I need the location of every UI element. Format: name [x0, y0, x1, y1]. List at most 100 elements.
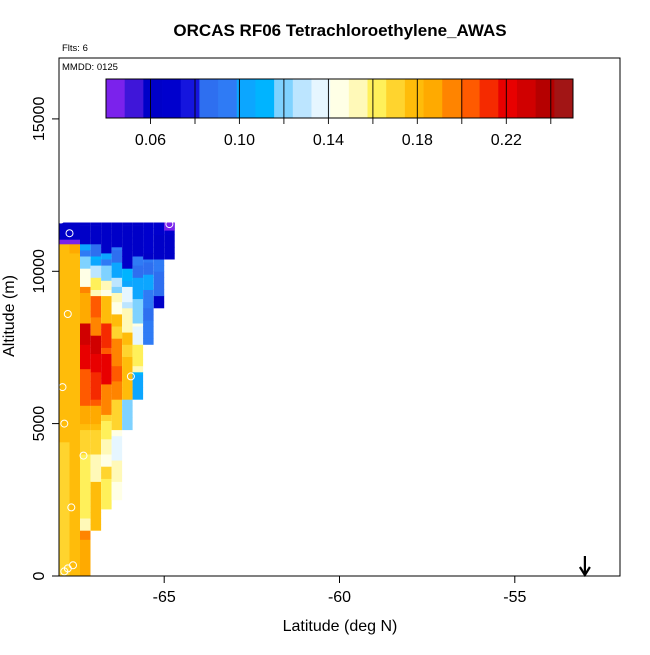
heatmap-cell [80, 250, 91, 257]
colorbar-swatch [554, 79, 574, 118]
heatmap-cell [59, 368, 70, 376]
heatmap-cell [111, 280, 123, 287]
heatmap-cell [59, 484, 70, 492]
heatmap-cell [122, 289, 133, 297]
heatmap-cell [90, 353, 102, 361]
heatmap-cell [111, 228, 123, 236]
heatmap-cell [90, 271, 102, 278]
sample-point [79, 451, 88, 460]
heatmap-cell [132, 332, 144, 339]
heatmap-cell [111, 481, 123, 488]
heatmap-cell [69, 454, 80, 461]
heatmap-cell [80, 454, 91, 458]
heatmap-cell [90, 518, 102, 525]
heatmap-cell [59, 344, 70, 351]
heatmap-cell [69, 356, 80, 364]
heatmap-cell [69, 466, 80, 473]
heatmap-cell [153, 289, 165, 297]
heatmap-cell [69, 277, 80, 284]
heatmap-cell [59, 362, 70, 370]
heatmap-cell [59, 490, 70, 498]
colorbar-tick-label: 0.14 [313, 132, 344, 149]
heatmap-cell [90, 475, 102, 482]
heatmap-cell [101, 274, 112, 281]
heatmap-cell [101, 432, 112, 440]
sample-points [56, 210, 174, 576]
heatmap-cell [122, 344, 133, 351]
heatmap-cell [111, 286, 123, 293]
heatmap-cell [59, 289, 70, 297]
heatmap-cell [59, 545, 70, 552]
heatmap-cell [143, 332, 154, 339]
heatmap-cell [111, 448, 123, 455]
heatmap-cell [90, 298, 102, 306]
heatmap-cell [132, 225, 144, 233]
heatmap-cell [59, 509, 70, 516]
heatmap-cell [59, 429, 70, 437]
heatmap-cell [69, 515, 80, 522]
heatmap-cell [69, 490, 80, 498]
heatmap-cell [69, 387, 80, 394]
heatmap-cell [69, 423, 80, 431]
heatmap-cell [90, 347, 102, 354]
heatmap-cell [59, 557, 70, 565]
heatmap-cell [59, 478, 70, 485]
heatmap-cell [132, 237, 144, 245]
heatmap-cell [132, 326, 144, 333]
heatmap-cell [143, 301, 154, 309]
heatmap-cell [90, 295, 102, 300]
heatmap-cell [80, 256, 91, 263]
heatmap-cell [69, 243, 80, 248]
heatmap-cell [122, 411, 133, 418]
heatmap-cell [80, 435, 91, 443]
heatmap-cell [80, 304, 91, 312]
heatmap-cell [122, 262, 133, 269]
heatmap-cell [111, 387, 123, 394]
heatmap-cell [69, 314, 80, 321]
y-axis-tick-label: 10000 [31, 249, 48, 294]
heatmap-cell [101, 359, 112, 367]
heatmap-cell [122, 250, 133, 257]
heatmap-cell [111, 307, 123, 315]
sample-point [60, 419, 69, 428]
heatmap-cell [90, 524, 102, 531]
heatmap-cell [90, 323, 102, 330]
heatmap-cell [80, 417, 91, 425]
colorbar-swatch [143, 79, 163, 118]
heatmap-cell [101, 420, 112, 428]
heatmap-cell [80, 481, 91, 488]
heatmap-cell [111, 441, 123, 449]
heatmap-cell [111, 368, 123, 376]
heatmap-cell [111, 332, 123, 339]
heatmap-cell [90, 481, 102, 488]
heatmap-cell [101, 298, 112, 306]
heatmap-cell [101, 371, 112, 379]
heatmap-cell [101, 377, 112, 385]
heatmap-cell [111, 487, 123, 495]
heatmap-cell [59, 295, 70, 303]
heatmap-cell [69, 271, 80, 278]
heatmap-cell [101, 329, 112, 336]
heatmap-cell [101, 335, 112, 342]
heatmap-cell [111, 295, 123, 303]
heatmap-cell [80, 231, 91, 239]
sample-point [56, 215, 65, 224]
colorbar-swatch [386, 79, 406, 118]
heatmap-cell [111, 463, 123, 470]
heatmap-cell [122, 237, 133, 245]
heatmap-cell [59, 472, 70, 479]
heatmap-cell [69, 233, 80, 240]
heatmap-cell [132, 256, 144, 260]
x-axis-tick-label: -55 [503, 589, 526, 606]
down-arrow-icon [578, 556, 591, 578]
heatmap-cell [143, 295, 154, 303]
heatmap-cell [80, 374, 91, 382]
heatmap-cell [122, 417, 133, 425]
heatmap-cell [101, 289, 112, 297]
heatmap-cell [122, 295, 133, 303]
heatmap-cell [80, 298, 91, 306]
heatmap-cell [69, 551, 80, 559]
heatmap-cell [122, 280, 133, 287]
heatmap-cell [90, 256, 102, 260]
heatmap-cell [80, 423, 91, 431]
